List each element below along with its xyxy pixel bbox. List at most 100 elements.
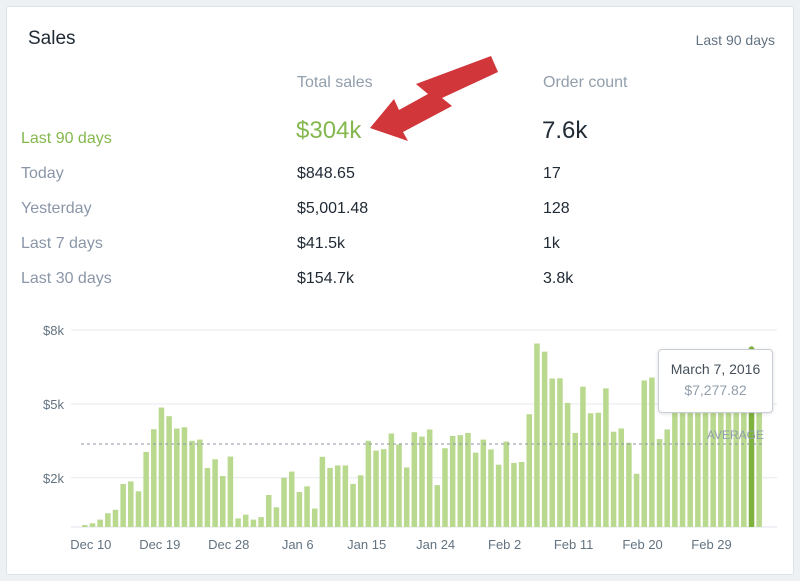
- chart-bar: [534, 343, 540, 527]
- chart-bar: [327, 467, 333, 527]
- chart-bar: [151, 429, 157, 527]
- x-tick-label: Jan 24: [416, 537, 455, 552]
- chart-bar: [725, 375, 732, 527]
- chart-bar: [541, 351, 548, 527]
- chart-bar: [580, 386, 586, 527]
- chart-bar: [250, 519, 257, 527]
- tooltip-value: $7,277.82: [684, 382, 747, 398]
- chart-bar: [480, 439, 487, 527]
- chart-bar: [189, 440, 195, 527]
- chart-bar: [442, 448, 448, 527]
- chart-bar: [235, 518, 241, 527]
- total-sales-header: Total sales: [297, 74, 373, 91]
- chart-bar: [710, 369, 716, 527]
- chart-bar: [311, 508, 318, 527]
- x-tick-label: Feb 11: [554, 537, 594, 552]
- chart-bar: [426, 429, 433, 527]
- chart-bar: [449, 435, 456, 527]
- x-tick-label: Feb 29: [691, 537, 731, 552]
- x-tick-label: Dec 19: [139, 537, 180, 552]
- x-tick-label: Jan 6: [282, 537, 314, 552]
- chart-bar: [411, 432, 418, 527]
- chart-bar: [687, 405, 693, 527]
- chart-bar: [595, 412, 602, 527]
- chart-bar: [756, 405, 762, 527]
- chart-bar: [733, 385, 739, 527]
- chart-bar: [434, 485, 441, 527]
- chart-bar: [304, 486, 310, 527]
- x-tick-label: Jan 15: [347, 537, 386, 552]
- chart-bar: [197, 439, 203, 527]
- chart-bar: [220, 476, 226, 527]
- chart-bar: [419, 436, 425, 527]
- chart-bar: [296, 492, 303, 527]
- total-sales-last-7-days: $41.5k: [297, 235, 346, 252]
- chart-bar: [143, 451, 149, 527]
- chart-bar: [672, 404, 678, 527]
- row-label-last-7-days: Last 7 days: [21, 235, 103, 252]
- chart-bar: [549, 378, 556, 527]
- chart-bar: [258, 517, 264, 527]
- total-sales-last-90-days: $304k: [296, 117, 362, 144]
- y-tick-label: $8k: [43, 323, 64, 338]
- chart-bar: [334, 465, 341, 527]
- x-tick-label: Feb 20: [622, 537, 662, 552]
- order-count-yesterday: 128: [543, 200, 570, 217]
- chart-bar: [120, 483, 126, 527]
- order-count-last-7-days: 1k: [543, 235, 560, 252]
- row-label-last-30-days: Last 30 days: [21, 270, 112, 287]
- chart-bar: [166, 416, 172, 527]
- chart-bar: [288, 471, 295, 527]
- chart-bar: [97, 519, 103, 527]
- chart-bar: [603, 388, 609, 527]
- chart-bar: [227, 456, 234, 527]
- chart-bar: [656, 439, 663, 527]
- x-tick-label: Dec 10: [70, 537, 111, 552]
- chart-bar: [89, 523, 96, 527]
- chart-bar-active: [748, 347, 755, 527]
- tooltip-date: March 7, 2016: [670, 361, 761, 377]
- chart-bar: [626, 442, 632, 527]
- chart-bar: [112, 509, 119, 527]
- chart-bar: [403, 467, 410, 527]
- chart-bar: [465, 432, 471, 527]
- chart-bar: [695, 404, 701, 527]
- chart-bar: [396, 444, 402, 527]
- chart-tooltip: March 7, 2016 $7,277.82: [658, 349, 773, 413]
- chart-bar: [457, 435, 464, 527]
- chart-bar: [518, 461, 525, 527]
- chart-bar: [718, 385, 724, 527]
- row-label-today: Today: [21, 165, 64, 182]
- chart-bar: [380, 449, 387, 527]
- sales-chart: $2k $5k $8k AVERAGE Dec 10 Dec 19 Dec 28 Jan 6 J…: [43, 323, 777, 552]
- total-sales-last-30-days: $154.7k: [297, 270, 354, 287]
- chart-bar: [564, 402, 571, 527]
- chart-bar: [342, 465, 349, 527]
- chart-bar: [128, 481, 134, 527]
- y-tick-label: $5k: [43, 397, 64, 412]
- chart-bar: [357, 475, 364, 527]
- chart-bar: [511, 462, 517, 527]
- chart-bar: [741, 398, 747, 527]
- red-arrow-icon: [370, 56, 498, 141]
- chart-bar: [242, 514, 249, 527]
- chart-bar: [664, 429, 670, 527]
- chart-bar: [158, 407, 165, 527]
- row-label-last-90-days: Last 90 days: [21, 130, 112, 147]
- chart-bar: [350, 483, 356, 527]
- total-sales-today: $848.65: [297, 165, 355, 182]
- chart-bar: [181, 427, 188, 527]
- order-count-last-90-days: 7.6k: [542, 117, 588, 144]
- chart-bar: [388, 433, 395, 527]
- chart-bar: [373, 450, 379, 527]
- chart-bar: [526, 414, 533, 527]
- chart-bar: [105, 513, 111, 527]
- chart-bar: [679, 403, 686, 527]
- average-label: AVERAGE: [707, 428, 764, 442]
- chart-bar: [503, 441, 510, 527]
- chart-bar: [135, 491, 142, 527]
- chart-bar: [281, 477, 287, 527]
- order-count-last-30-days: 3.8k: [543, 270, 574, 287]
- date-range-link[interactable]: Last 90 days: [695, 32, 775, 48]
- chart-bar: [174, 428, 180, 527]
